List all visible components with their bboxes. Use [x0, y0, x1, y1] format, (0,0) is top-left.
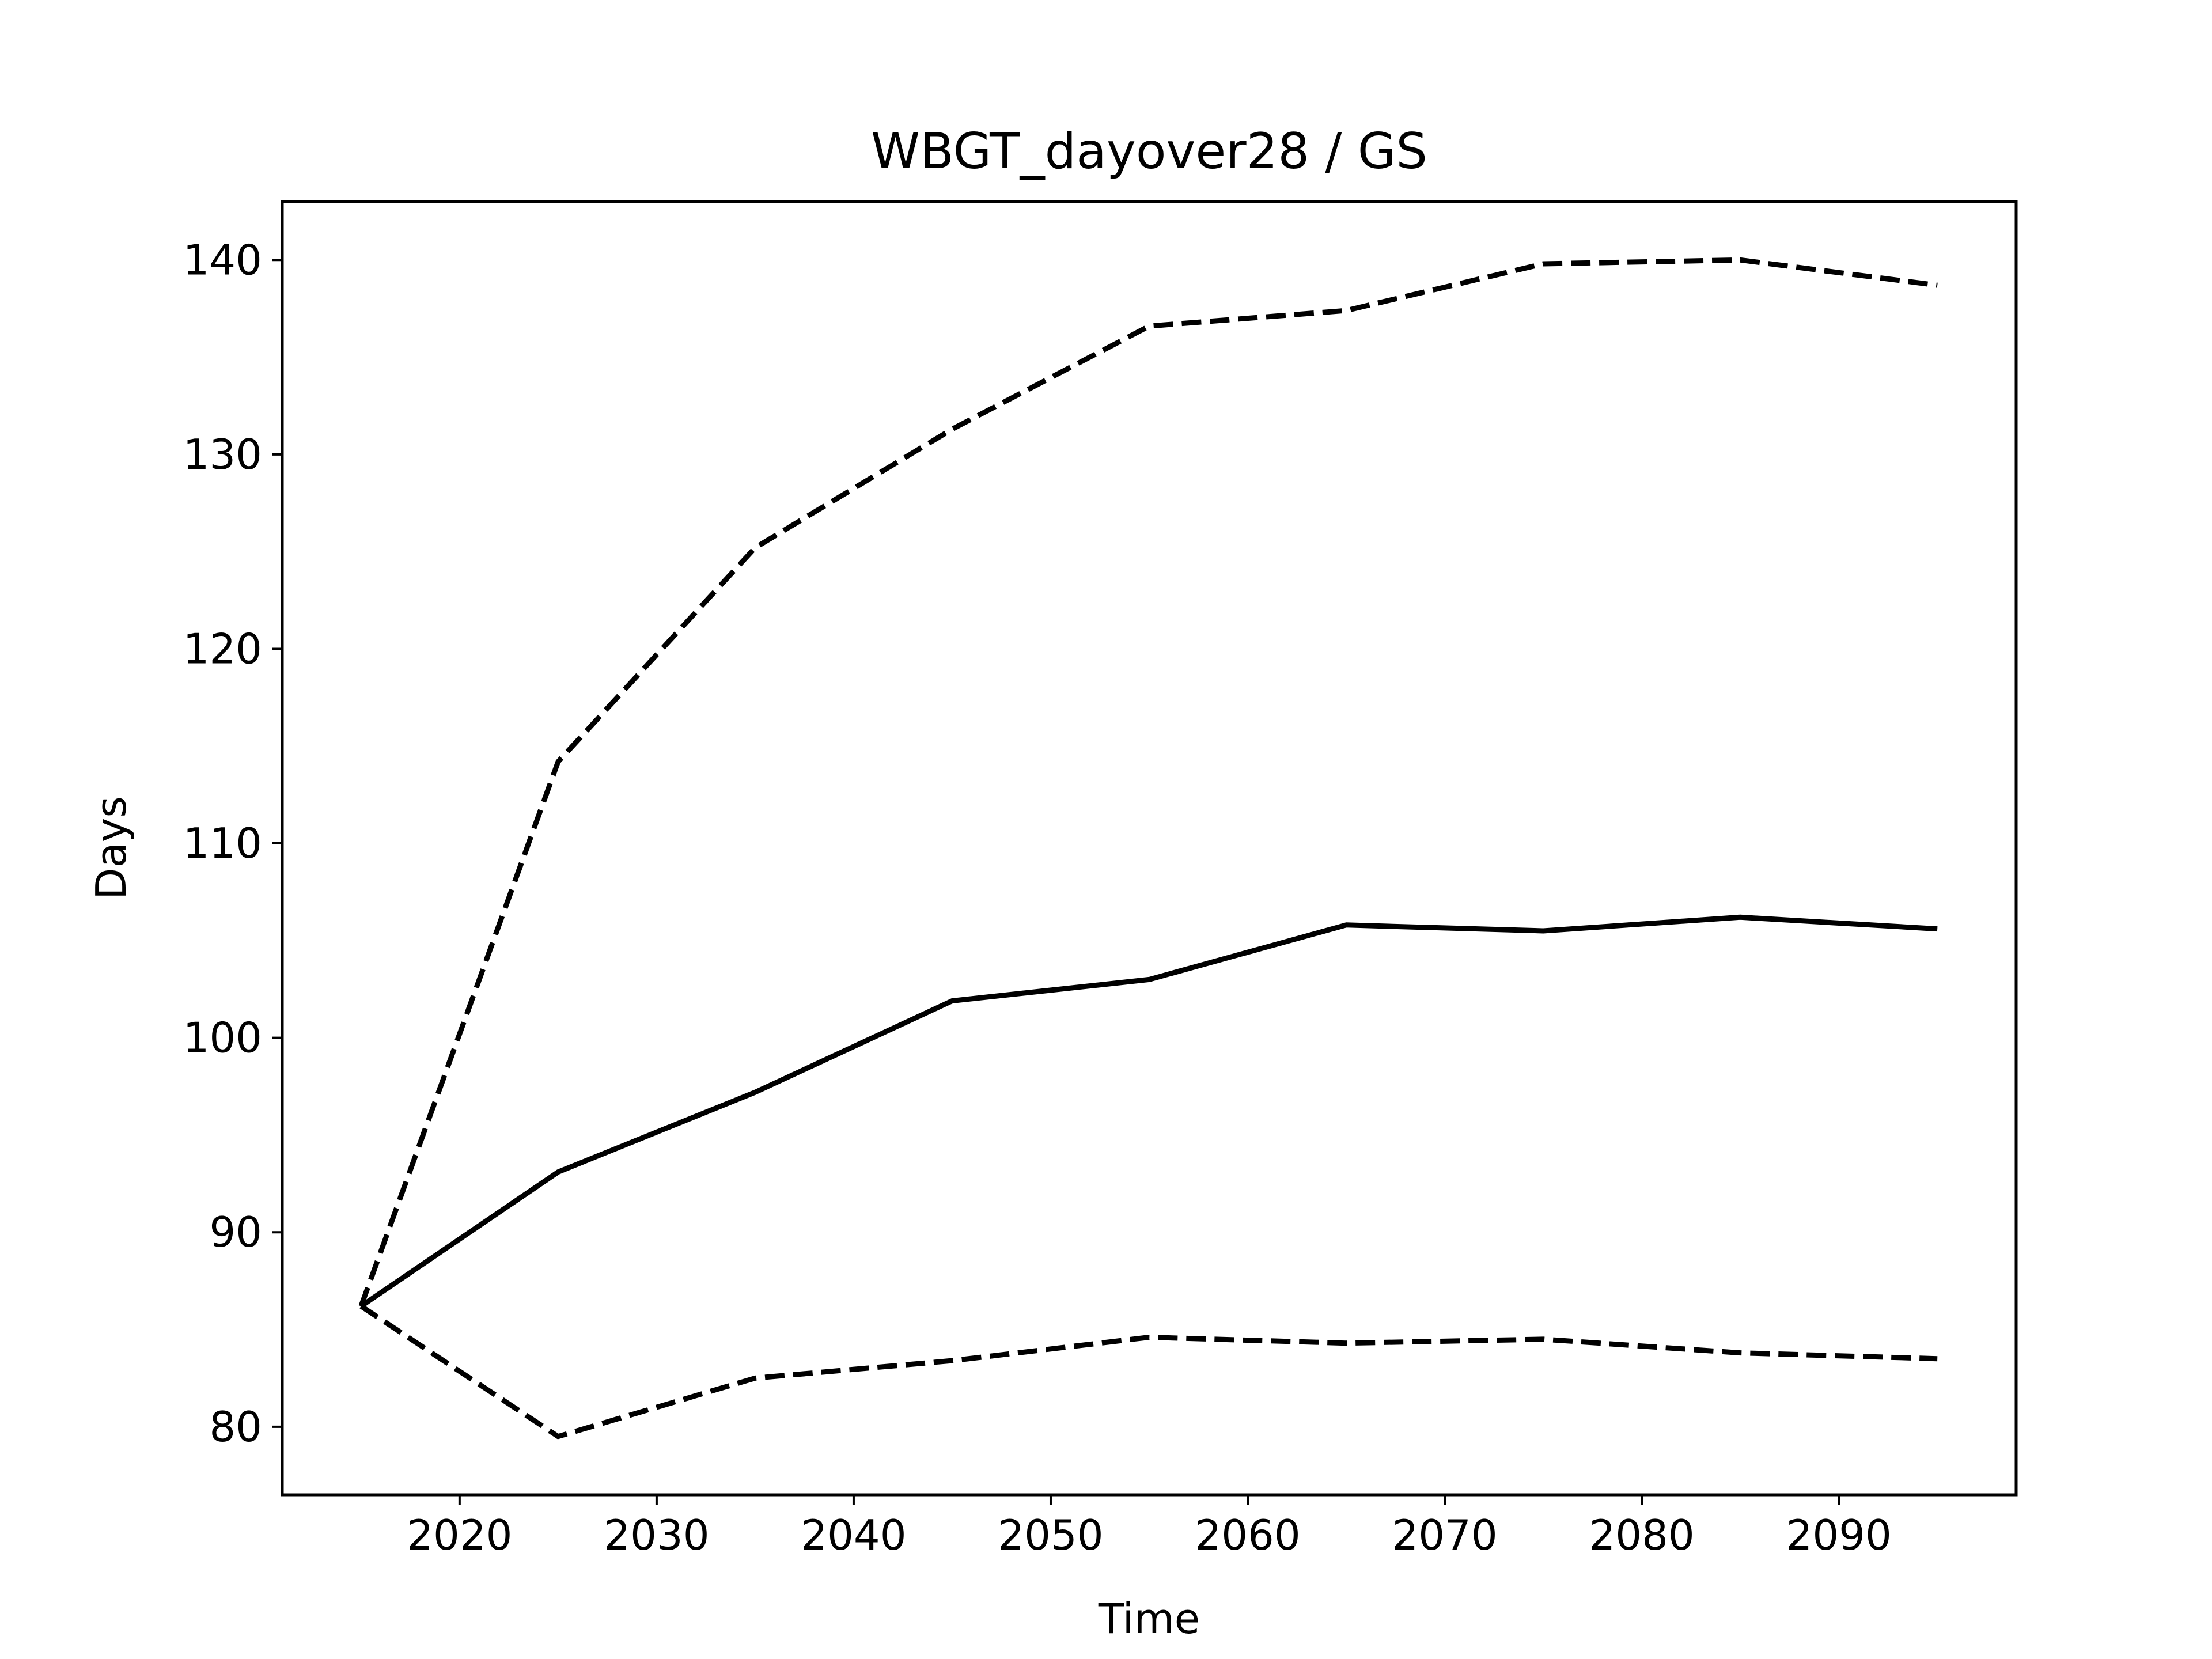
x-tick-label: 2040 — [801, 1511, 906, 1559]
series-layer — [358, 257, 1938, 1440]
chart-title: WBGT_dayover28 / GS — [871, 123, 1427, 180]
y-tick-label: 80 — [209, 1403, 262, 1451]
y-tick-label: 100 — [183, 1014, 262, 1062]
x-tick-label: 2090 — [1786, 1511, 1892, 1559]
x-axis-ticks: 2020 2030 2040 2050 2060 2070 2080 2090 — [407, 1495, 1892, 1559]
series-line-3 — [359, 1304, 1938, 1440]
x-tick-label: 2070 — [1392, 1511, 1497, 1559]
y-tick-label: 130 — [183, 430, 262, 479]
plot-frame — [281, 200, 2018, 1497]
series-line-2 — [358, 257, 1938, 1308]
y-axis-ticks: 80 90 100 110 120 130 140 — [183, 236, 282, 1451]
x-tick-label: 2060 — [1195, 1511, 1300, 1559]
x-axis-label: Time — [1098, 1594, 1200, 1643]
y-tick-label: 140 — [183, 236, 262, 284]
x-tick-label: 2080 — [1589, 1511, 1694, 1559]
y-tick-label: 110 — [183, 819, 262, 868]
x-tick-label: 2020 — [407, 1511, 512, 1559]
x-tick-label: 2030 — [604, 1511, 709, 1559]
x-tick-label: 2050 — [998, 1511, 1103, 1559]
y-tick-label: 120 — [183, 624, 262, 673]
y-tick-label: 90 — [209, 1208, 262, 1256]
series-line-1 — [359, 914, 1938, 1309]
y-axis-label: Days — [87, 796, 135, 900]
